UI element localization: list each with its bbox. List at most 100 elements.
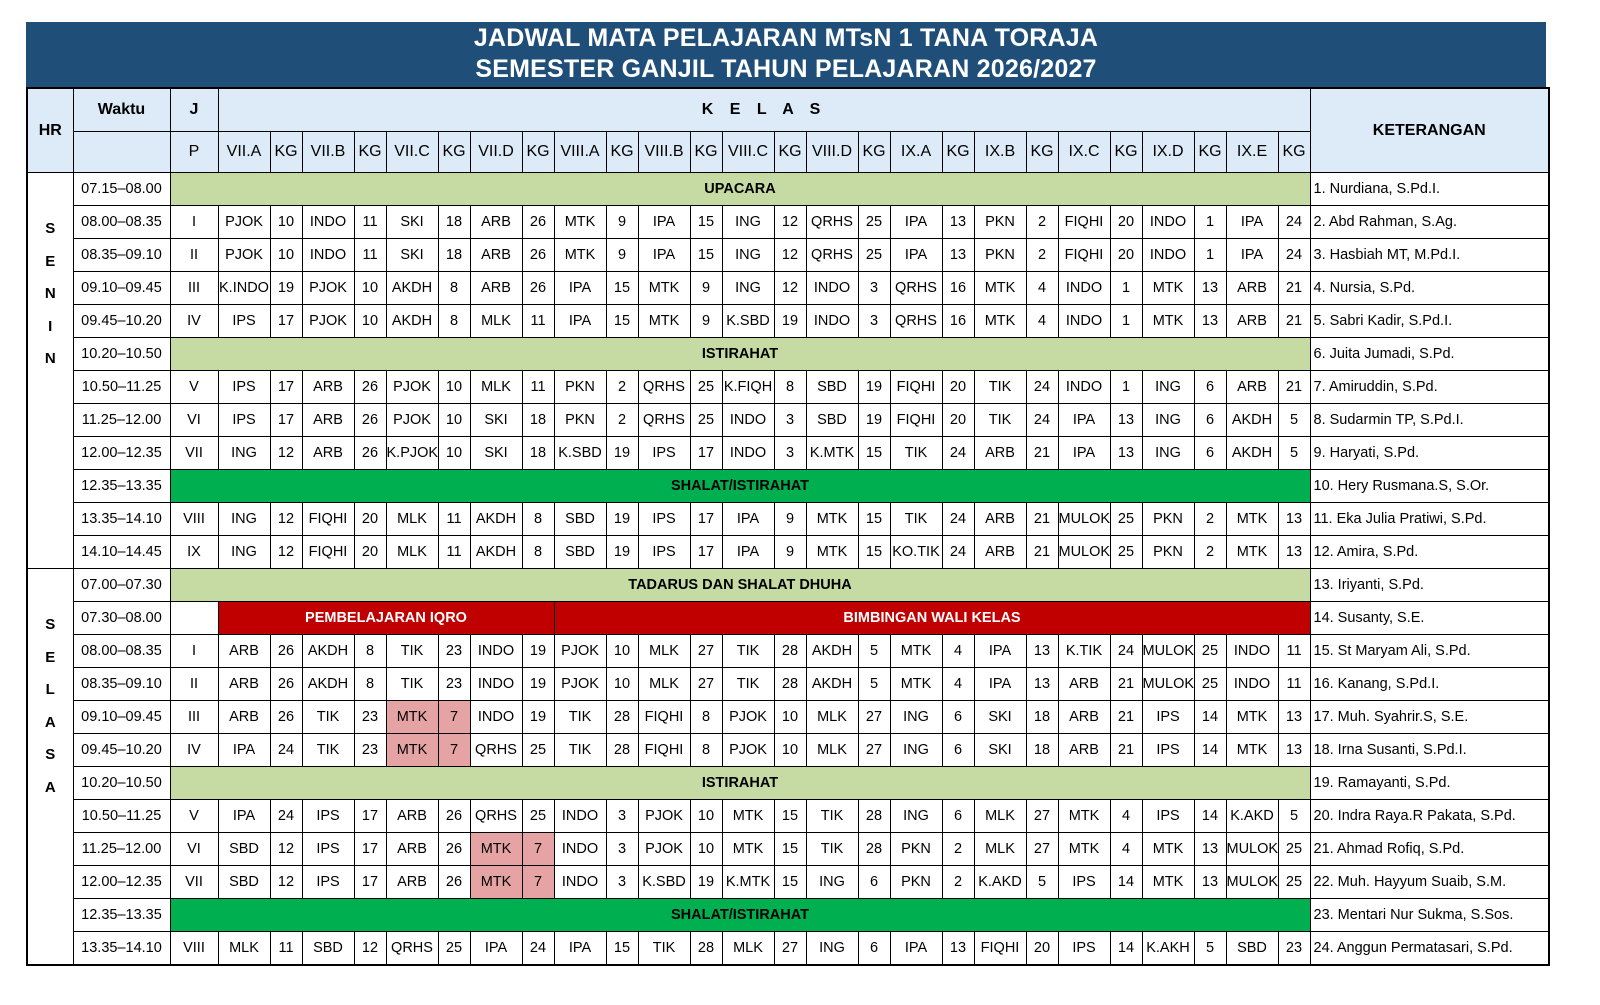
teacher-code-cell: 12 xyxy=(269,865,303,899)
subject-cell: MTK xyxy=(385,700,439,734)
subject-cell: TIK xyxy=(637,931,691,966)
subject-cell: TIK xyxy=(973,370,1027,404)
teacher-list-item: 4. Nursia, S.Pd. xyxy=(1309,271,1550,305)
subject-cell: INDO xyxy=(301,238,355,272)
subject-cell: IPA xyxy=(553,304,607,338)
subject-cell: AKDH xyxy=(301,667,355,701)
teacher-list-item: 22. Muh. Hayyum Suaib, S.M. xyxy=(1309,865,1550,899)
teacher-code-cell: 24 xyxy=(521,931,555,966)
subject-cell: MTK xyxy=(1225,700,1279,734)
activity-band: UPACARA xyxy=(169,172,1311,206)
subject-cell: MULOK xyxy=(1141,667,1195,701)
subject-cell: IPS xyxy=(637,502,691,536)
subject-cell: IPA xyxy=(469,931,523,966)
subject-cell: ARB xyxy=(385,799,439,833)
subject-cell: MTK xyxy=(1225,535,1279,569)
subject-cell: ARB xyxy=(1225,304,1279,338)
subject-cell: IPA xyxy=(217,733,271,767)
subject-cell: ARB xyxy=(1057,733,1111,767)
header-kg: KG xyxy=(521,131,555,173)
teacher-code-cell: 3 xyxy=(605,799,639,833)
subject-cell: IPS xyxy=(1141,733,1195,767)
subject-cell: IPS xyxy=(301,799,355,833)
subject-cell: MLK xyxy=(637,634,691,668)
teacher-code-cell: 10 xyxy=(353,304,387,338)
title-bar: JADWAL MATA PELAJARAN MTsN 1 TANA TORAJA… xyxy=(26,22,1546,87)
teacher-code-cell: 17 xyxy=(269,304,303,338)
subject-cell: ING xyxy=(1141,370,1195,404)
teacher-code-cell: 25 xyxy=(689,370,723,404)
teacher-code-cell: 21 xyxy=(1277,370,1311,404)
teacher-code-cell: 12 xyxy=(269,502,303,536)
subject-cell: IPA xyxy=(889,205,943,239)
subject-cell: SKI xyxy=(973,733,1027,767)
subject-cell: MLK xyxy=(217,931,271,966)
teacher-code-cell: 16 xyxy=(941,271,975,305)
teacher-code-cell: 27 xyxy=(689,667,723,701)
teacher-code-cell: 27 xyxy=(773,931,807,966)
teacher-code-cell: 11 xyxy=(521,304,555,338)
teacher-code-cell: 26 xyxy=(521,205,555,239)
header-class: VIII.B xyxy=(637,131,691,173)
subject-cell: FIQHI xyxy=(637,733,691,767)
subject-cell: FIQHI xyxy=(973,931,1027,966)
subject-cell: PJOK xyxy=(301,271,355,305)
teacher-list-item: 12. Amira, S.Pd. xyxy=(1309,535,1550,569)
subject-cell: MLK xyxy=(385,535,439,569)
subject-cell: INDO xyxy=(1141,205,1195,239)
subject-cell: IPS xyxy=(217,403,271,437)
subject-cell: MTK xyxy=(721,799,775,833)
teacher-code-cell: 18 xyxy=(437,205,471,239)
subject-cell: FIQHI xyxy=(1057,238,1111,272)
time-cell: 08.00–08.35 xyxy=(72,205,171,239)
subject-cell: MTK xyxy=(469,832,523,866)
teacher-code-cell: 28 xyxy=(689,931,723,966)
subject-cell: INDO xyxy=(553,832,607,866)
subject-cell: ING xyxy=(721,205,775,239)
teacher-code-cell: 4 xyxy=(1025,271,1059,305)
subject-cell: MTK xyxy=(553,205,607,239)
time-cell: 11.25–12.00 xyxy=(72,403,171,437)
subject-cell: ING xyxy=(1141,403,1195,437)
day-letter: L xyxy=(45,681,55,698)
teacher-code-cell: 24 xyxy=(941,535,975,569)
subject-cell: AKDH xyxy=(1225,436,1279,470)
time-cell: 13.35–14.10 xyxy=(72,502,171,536)
teacher-code-cell: 17 xyxy=(689,535,723,569)
subject-cell: ARB xyxy=(385,832,439,866)
teacher-code-cell: 17 xyxy=(269,370,303,404)
header-kg: KG xyxy=(1277,131,1311,173)
teacher-code-cell: 19 xyxy=(605,535,639,569)
teacher-code-cell: 11 xyxy=(437,535,471,569)
teacher-code-cell: 12 xyxy=(773,238,807,272)
subject-cell: IPA xyxy=(1225,238,1279,272)
jp-cell: IX xyxy=(169,535,219,569)
table-row: 12.00–12.35 VII ING 12 ARB 26 K.PJOK 10 SKI 18 K.S… xyxy=(27,436,1550,470)
jp-cell: I xyxy=(169,634,219,668)
subject-cell: IPS xyxy=(637,535,691,569)
subject-cell: K.AKH xyxy=(1141,931,1195,966)
teacher-code-cell: 20 xyxy=(1109,238,1143,272)
teacher-code-cell: 24 xyxy=(1109,634,1143,668)
header-class: VII.D xyxy=(469,131,523,173)
subject-cell: ING xyxy=(805,931,859,966)
subject-cell: AKDH xyxy=(469,502,523,536)
teacher-code-cell: 18 xyxy=(521,403,555,437)
subject-cell: K.INDO xyxy=(217,271,271,305)
teacher-code-cell: 6 xyxy=(1193,370,1227,404)
table-row: 08.00–08.35 I PJOK 10 INDO 11 SKI 18 ARB 26 MTK 9 IP… xyxy=(27,205,1550,239)
teacher-code-cell: 7 xyxy=(437,700,471,734)
subject-cell: ING xyxy=(721,238,775,272)
subject-cell: AKDH xyxy=(1225,403,1279,437)
teacher-list-item: 14. Susanty, S.E. xyxy=(1309,601,1550,635)
subject-cell: MLK xyxy=(469,304,523,338)
teacher-code-cell: 10 xyxy=(437,370,471,404)
time-cell: 07.00–07.30 xyxy=(72,568,171,602)
time-cell: 08.00–08.35 xyxy=(72,634,171,668)
subject-cell: IPS xyxy=(1057,931,1111,966)
teacher-code-cell: 14 xyxy=(1193,733,1227,767)
subject-cell: MULOK xyxy=(1225,865,1279,899)
teacher-code-cell: 13 xyxy=(1109,436,1143,470)
teacher-code-cell: 8 xyxy=(521,535,555,569)
time-cell: 10.50–11.25 xyxy=(72,370,171,404)
